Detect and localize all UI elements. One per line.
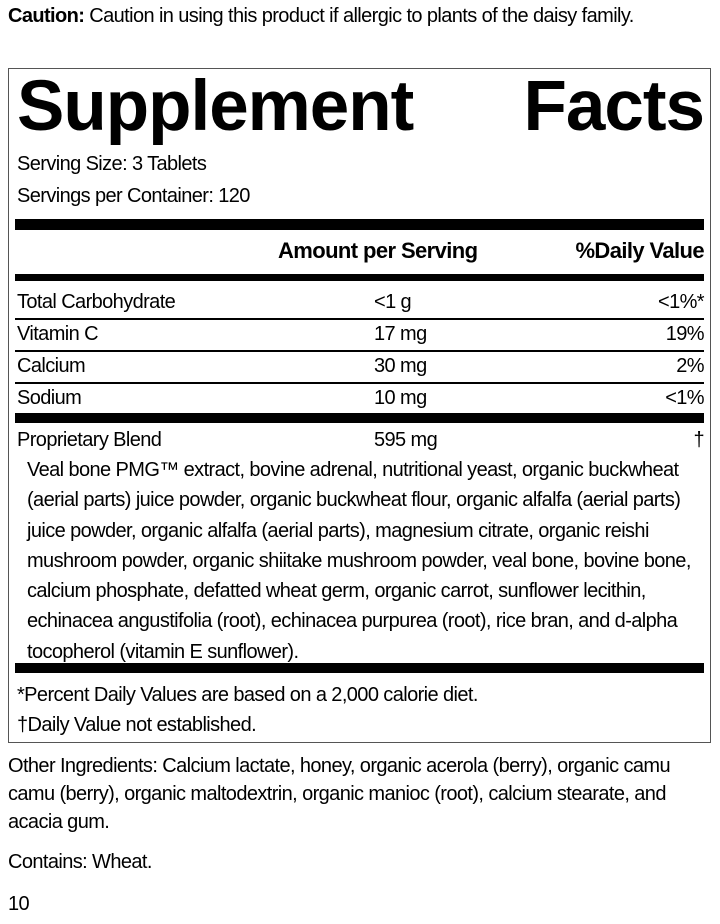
proprietary-blend-row: Proprietary Blend 595 mg † <box>15 424 705 456</box>
divider-thick <box>15 663 704 673</box>
divider-thin <box>15 382 704 384</box>
nutrient-dv: 2% <box>676 355 704 377</box>
blend-name: Proprietary Blend <box>17 429 162 451</box>
other-ingredients: Other Ingredients: Calcium lactate, hone… <box>8 755 671 833</box>
footnote-dv-not-established: †Daily Value not established. <box>17 714 257 736</box>
nutrient-name: Vitamin C <box>17 323 99 345</box>
table-header: Amount per Serving %Daily Value <box>15 235 705 267</box>
table-row: Sodium 10 mg <1% <box>15 382 705 414</box>
table-row: Calcium 30 mg 2% <box>15 350 705 382</box>
blend-dv: † <box>693 429 704 451</box>
divider-thin <box>15 318 704 320</box>
nutrient-amount: 17 mg <box>374 323 427 345</box>
nutrient-amount: 10 mg <box>374 387 427 409</box>
nutrient-dv: <1% <box>665 387 704 409</box>
panel-title: Supplement Facts <box>17 67 705 146</box>
serving-size: Serving Size: 3 Tablets <box>17 153 207 175</box>
blend-ingredients: Veal bone PMG™ extract, bovine adrenal, … <box>27 459 691 663</box>
divider-thick <box>15 413 704 423</box>
header-amount: Amount per Serving <box>278 238 478 263</box>
nutrient-name: Total Carbohydrate <box>17 291 176 313</box>
nutrient-name: Sodium <box>17 387 82 409</box>
contains-allergens: Contains: Wheat. <box>8 851 152 873</box>
nutrient-dv: <1%* <box>658 291 705 313</box>
servings-per-container: Servings per Container: 120 <box>17 185 250 207</box>
nutrient-amount: <1 g <box>374 291 412 313</box>
nutrient-name: Calcium <box>17 355 86 377</box>
table-row: Total Carbohydrate <1 g <1%* <box>15 286 705 318</box>
nutrient-dv: 19% <box>665 323 705 345</box>
divider-thin <box>15 350 704 352</box>
page-number: 10 <box>8 893 30 915</box>
nutrient-amount: 30 mg <box>374 355 427 377</box>
caution-body: Caution in using this product if allergi… <box>84 5 634 27</box>
header-daily-value: %Daily Value <box>575 238 704 263</box>
title-word-1: Supplement <box>17 67 414 146</box>
divider-thick <box>15 274 704 281</box>
footnote-percent-dv: *Percent Daily Values are based on a 2,0… <box>17 684 478 706</box>
table-row: Vitamin C 17 mg 19% <box>15 318 705 350</box>
divider-thick <box>15 219 704 230</box>
caution-label: Caution: <box>8 5 85 27</box>
title-word-2: Facts <box>523 67 705 146</box>
supplement-facts-panel: Supplement Facts Serving Size: 3 Tablets… <box>8 68 711 743</box>
blend-amount: 595 mg <box>374 429 438 451</box>
caution-text: Caution: Caution in using this product i… <box>8 2 714 31</box>
